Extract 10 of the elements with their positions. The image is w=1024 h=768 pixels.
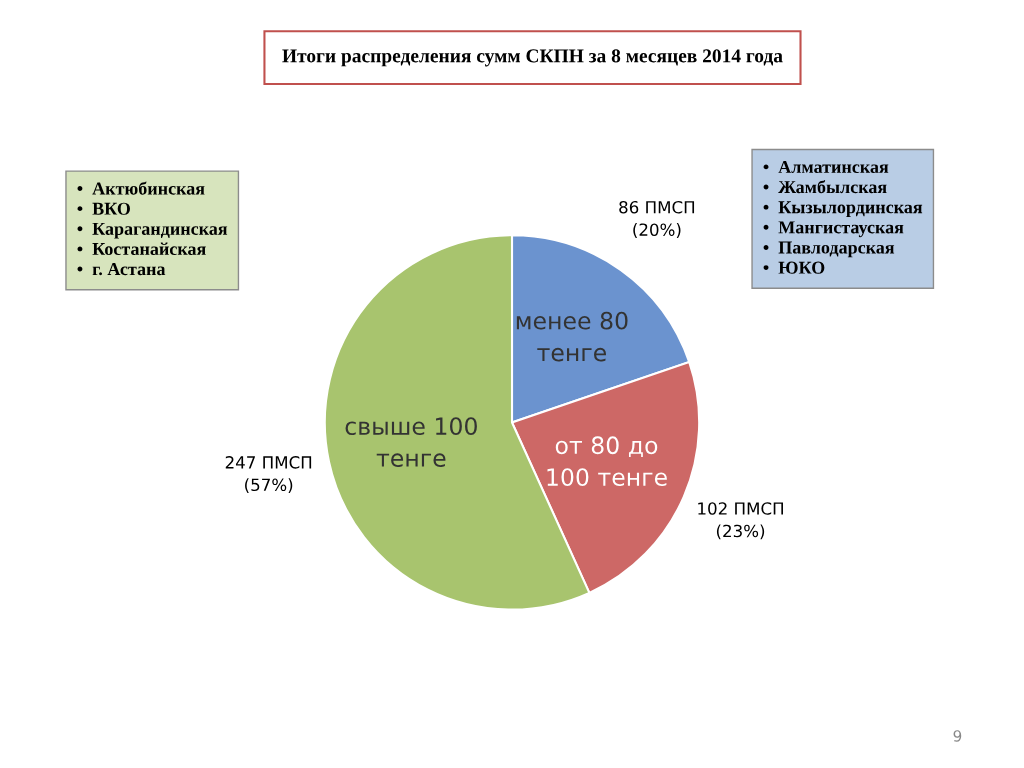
slice-label: менее 80 тенге (516, 311, 628, 362)
data-label: 102 ПМСП (23%) (698, 502, 783, 540)
chart-title: Итоги распределения сумм СКПН за 8 месяцев 2014 года (282, 49, 783, 67)
text: • Алматинская • Жамбылская • Кызылординская • Мангистауская • Павлодарская • ЮКО (763, 160, 923, 274)
data-label: 86 ПМСП (20%) (619, 200, 695, 238)
text: 9 (953, 730, 962, 742)
text: • Актюбинская • ВКО • Карагандинская • Костанайская • г. Астана (77, 181, 228, 276)
data-label: 247 ПМСП (57%) (225, 456, 312, 494)
slice-label: свыше 100 тенге (345, 417, 477, 467)
slice-label: от 80 до 100 тенге (547, 436, 667, 487)
